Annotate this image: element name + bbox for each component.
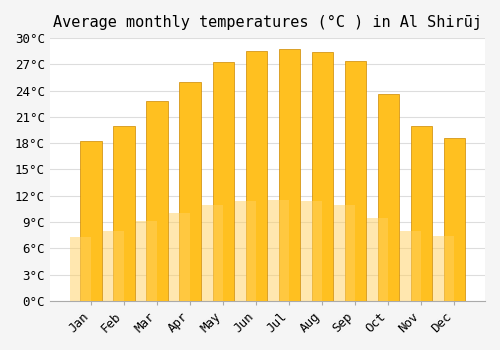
Bar bbox=[80, 141, 102, 301]
Bar bbox=[378, 94, 399, 301]
Title: Average monthly temperatures (°C ) in Al Shirūj: Average monthly temperatures (°C ) in Al… bbox=[53, 15, 482, 30]
Bar bbox=[202, 205, 223, 301]
Bar bbox=[212, 62, 234, 301]
Bar bbox=[180, 82, 201, 301]
Bar bbox=[146, 101, 168, 301]
Bar bbox=[301, 201, 322, 301]
Bar bbox=[334, 205, 355, 301]
Bar bbox=[444, 138, 465, 301]
Bar bbox=[410, 126, 432, 301]
Bar bbox=[278, 49, 300, 301]
Bar bbox=[400, 231, 421, 301]
Bar bbox=[136, 221, 157, 301]
Bar bbox=[102, 231, 124, 301]
Bar bbox=[70, 237, 91, 301]
Bar bbox=[344, 61, 366, 301]
Bar bbox=[114, 126, 135, 301]
Bar bbox=[268, 200, 289, 301]
Bar bbox=[246, 51, 267, 301]
Bar bbox=[312, 52, 333, 301]
Bar bbox=[168, 213, 190, 301]
Bar bbox=[235, 201, 256, 301]
Bar bbox=[433, 236, 454, 301]
Bar bbox=[367, 218, 388, 301]
